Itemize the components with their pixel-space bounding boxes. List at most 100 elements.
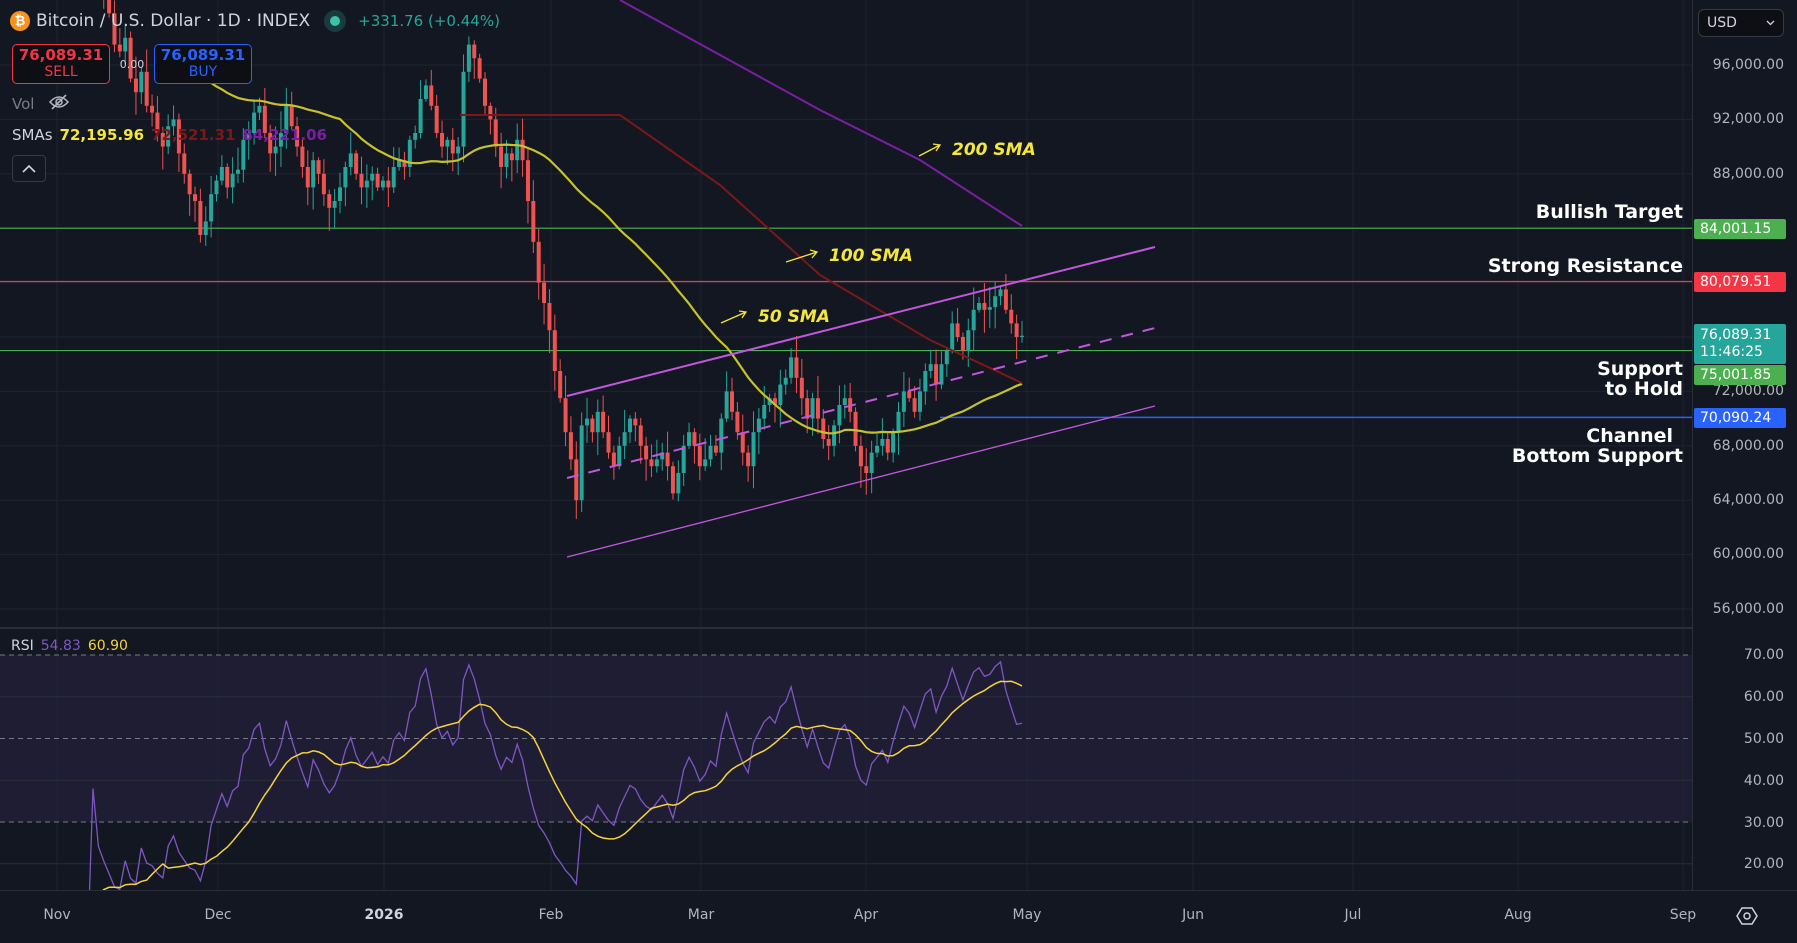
sma200-value: 84,221.06: [242, 126, 327, 144]
candle-body: [413, 133, 418, 140]
candle-body: [364, 180, 369, 188]
candle-body: [483, 78, 487, 106]
candle-body: [230, 173, 235, 188]
candle-body: [407, 139, 412, 167]
candle-body: [278, 133, 283, 147]
candle-body: [751, 432, 756, 467]
currency-select[interactable]: USD: [1698, 9, 1784, 37]
candle-body: [525, 160, 530, 201]
candle-body: [756, 418, 761, 433]
time-axis[interactable]: Nov Dec 2026 Feb Mar Apr May Jun Jul Aug…: [0, 890, 1797, 943]
collapse-legend-button[interactable]: [12, 155, 46, 182]
eye-off-icon[interactable]: [48, 94, 70, 114]
sell-button[interactable]: 76,089.31 SELL: [12, 44, 110, 84]
support-label-line2: to Hold: [1605, 378, 1683, 400]
candle-body: [144, 71, 149, 106]
sma-indicator-row[interactable]: SMAs 72,195.96 72,521.31 84,221.06: [12, 126, 327, 144]
candle-body: [746, 452, 751, 467]
candle-body: [128, 37, 133, 79]
time-label: May: [1012, 907, 1042, 923]
candle-body: [531, 201, 536, 242]
price-axis[interactable]: 96,000.00 92,000.00 88,000.00 72,000.00 …: [1692, 0, 1797, 890]
pane-separator[interactable]: [0, 627, 1692, 629]
candle-body: [305, 167, 310, 188]
candle-body: [429, 85, 434, 106]
candle-body: [209, 194, 214, 222]
candle-body: [268, 133, 273, 154]
price-tick: 68,000.00: [1712, 438, 1784, 454]
candle-body: [998, 289, 1003, 297]
candle-body: [794, 357, 799, 378]
candle-body: [767, 398, 772, 405]
candle-body: [509, 153, 514, 161]
support-to-hold-label: Support to Hold: [1597, 359, 1683, 399]
candle-body: [821, 418, 826, 439]
candle-body: [891, 432, 896, 453]
candle-body: [300, 146, 305, 167]
rsi-label: RSI: [11, 638, 34, 654]
candle-body: [923, 371, 928, 392]
price-chart-canvas[interactable]: [0, 0, 1692, 890]
candle-body: [880, 439, 885, 446]
candle-body: [187, 173, 192, 195]
time-label-year: 2026: [364, 907, 404, 923]
candle-body: [934, 364, 939, 385]
candle-body: [166, 126, 171, 147]
candle-body: [542, 282, 547, 303]
candle-body: [627, 418, 632, 433]
candle-body: [719, 418, 724, 453]
candle-body: [799, 377, 804, 399]
channel-label-line1: Channel: [1586, 425, 1673, 447]
candle-body: [697, 445, 702, 467]
candle-body: [257, 105, 262, 113]
candle-body: [601, 411, 606, 433]
candle-body: [730, 391, 735, 412]
candle-body: [912, 398, 917, 412]
candle-body: [579, 425, 584, 501]
volume-indicator-row[interactable]: Vol: [12, 94, 70, 114]
rsi-line: [88, 660, 1023, 890]
last-price-tag: 76,089.31 11:46:25: [1694, 324, 1786, 364]
sma200-annotation: 200 SMA: [918, 140, 1036, 160]
candle-body: [380, 180, 385, 188]
sma200-line: [619, 0, 1023, 227]
symbol-title[interactable]: Bitcoin / U.S. Dollar · 1D · INDEX: [36, 11, 311, 31]
candle-body: [574, 459, 579, 501]
candle-body: [456, 146, 461, 154]
candle-body: [284, 105, 289, 133]
candle-body: [837, 405, 842, 426]
candle-body: [858, 445, 863, 467]
candle-body: [783, 377, 788, 385]
candle-body: [472, 44, 477, 59]
candle-body: [1009, 309, 1014, 324]
candle-body: [762, 405, 767, 419]
candle-body: [654, 459, 659, 467]
candle-body: [907, 391, 912, 399]
rsi-value: 54.83: [40, 638, 81, 654]
rsi-legend[interactable]: RSI 54.83 60.90: [11, 638, 128, 654]
candle-body: [423, 85, 428, 99]
candle-body: [832, 425, 837, 446]
candle-body: [171, 119, 176, 127]
candle-body: [348, 153, 353, 167]
candle-body: [595, 411, 600, 433]
candle-body: [370, 173, 375, 181]
candle-body: [692, 432, 697, 446]
time-label: Apr: [853, 907, 879, 923]
channel-label-line2: Bottom Support: [1511, 445, 1683, 467]
candle-body: [853, 411, 858, 446]
candle-body: [354, 153, 359, 174]
strong-resistance-price-tag: 80,079.51: [1694, 272, 1786, 292]
candle-body: [842, 398, 847, 405]
candle-body: [235, 169, 240, 174]
price-tick: 88,000.00: [1712, 166, 1784, 182]
buy-button[interactable]: 76,089.31 BUY: [154, 44, 252, 84]
candle-body: [552, 330, 557, 371]
candle-body: [558, 371, 563, 399]
sma100-value: 72,521.31: [151, 126, 236, 144]
support-label-line1: Support: [1597, 358, 1683, 380]
candle-body: [971, 309, 976, 331]
candle-body: [434, 105, 439, 133]
rsi-tick: 40.00: [1743, 773, 1784, 789]
chart-settings-button[interactable]: [1732, 901, 1762, 931]
